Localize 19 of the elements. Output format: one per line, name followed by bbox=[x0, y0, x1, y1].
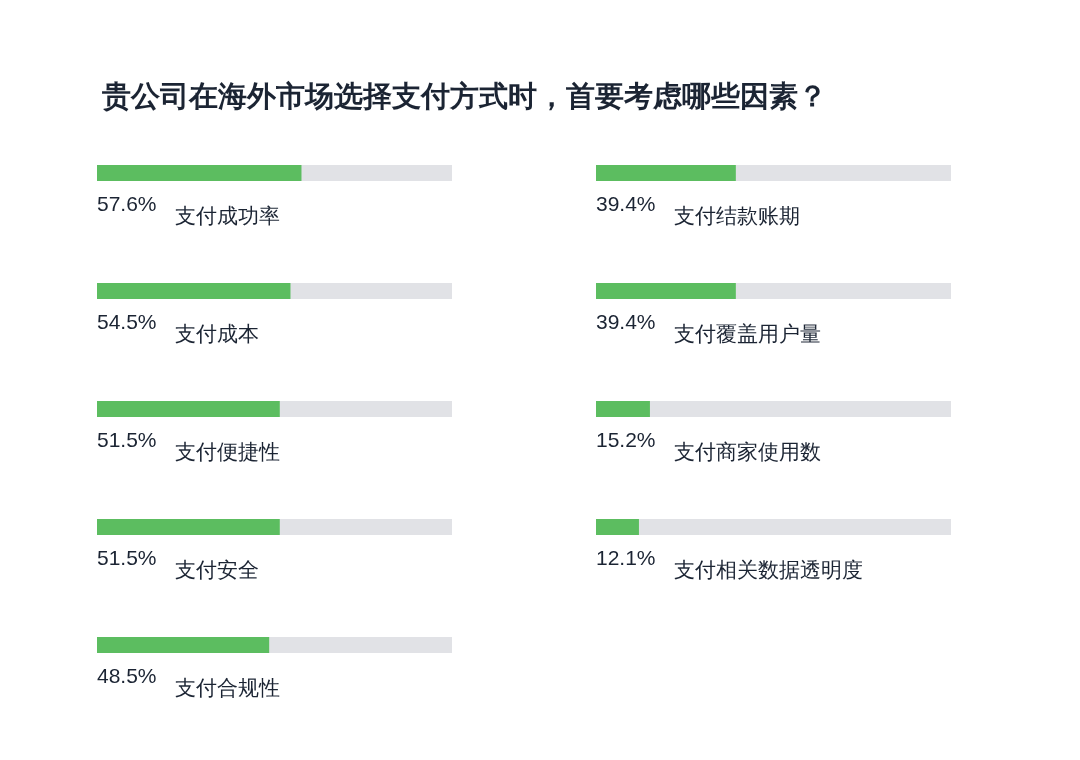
y-tick-label: 支付覆盖用户量 bbox=[674, 321, 821, 345]
y-tick-label: 支付安全 bbox=[175, 557, 259, 581]
data-label: 51.5% bbox=[97, 427, 157, 451]
y-tick-label: 支付便捷性 bbox=[175, 439, 280, 463]
chart-title: 贵公司在海外市场选择支付方式时，首要考虑哪些因素？ bbox=[101, 79, 827, 112]
y-tick-label: 支付成本 bbox=[175, 321, 259, 345]
data-label: 57.6% bbox=[97, 191, 157, 215]
data-label: 48.5% bbox=[97, 663, 157, 687]
data-label: 51.5% bbox=[97, 545, 157, 569]
y-tick-label: 支付结款账期 bbox=[674, 203, 800, 227]
data-label: 39.4% bbox=[596, 309, 656, 333]
y-tick-label: 支付成功率 bbox=[175, 203, 280, 227]
data-label: 39.4% bbox=[596, 191, 656, 215]
data-label: 12.1% bbox=[596, 545, 656, 569]
y-tick-label: 支付商家使用数 bbox=[674, 439, 821, 463]
data-label: 15.2% bbox=[596, 427, 656, 451]
y-tick-label: 支付相关数据透明度 bbox=[674, 557, 863, 581]
y-tick-label: 支付合规性 bbox=[175, 675, 280, 699]
data-label: 54.5% bbox=[97, 309, 157, 333]
